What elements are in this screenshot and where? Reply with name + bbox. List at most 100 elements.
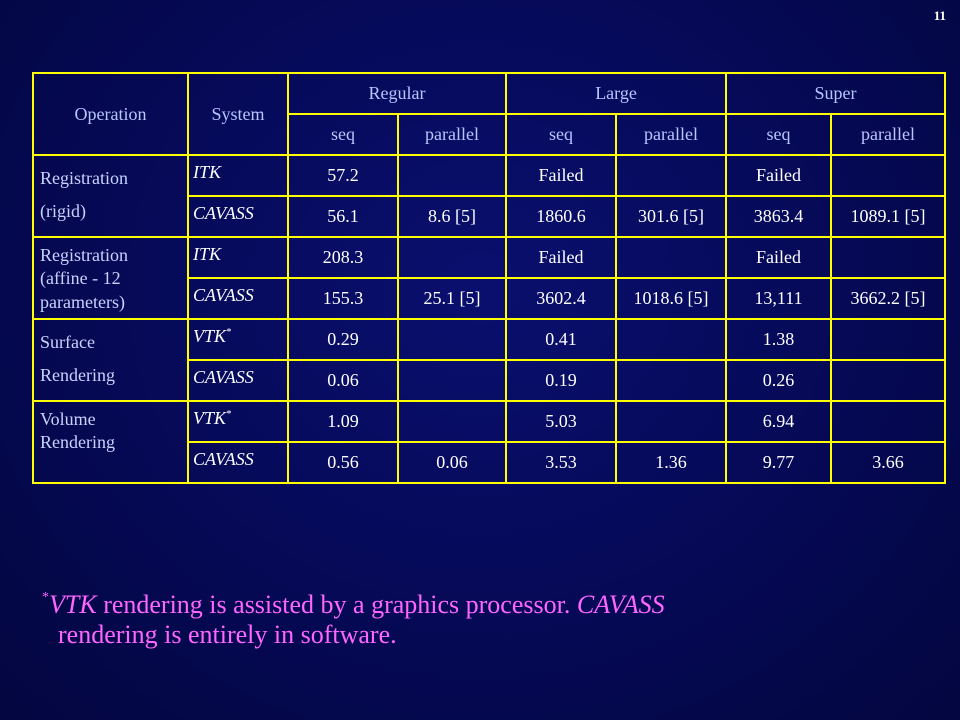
operation-cell-volume-rendering: Volume Rendering (32, 400, 189, 484)
value-cell: 8.6 [5] (396, 195, 508, 238)
value-cell (830, 154, 947, 197)
header-large-seq: seq (505, 113, 618, 156)
value-cell: 155.3 (287, 277, 399, 320)
footnote-marker: * (226, 409, 232, 420)
value-cell (396, 318, 508, 361)
header-large: Large (505, 72, 728, 115)
footnote: *VTK rendering is assisted by a graphics… (42, 590, 922, 650)
value-cell: 5.03 (505, 400, 618, 443)
footnote-star: * (42, 590, 49, 605)
system-cell: VTK* (187, 318, 289, 361)
operation-label: Volume (40, 409, 96, 429)
value-cell: 1.38 (725, 318, 833, 361)
system-cell: ITK (187, 236, 289, 279)
operation-cell-registration-affine: Registration (affine - 12 parameters) (32, 236, 189, 320)
header-regular: Regular (286, 72, 508, 115)
table-row: Registration (affine - 12 parameters) IT… (32, 236, 947, 320)
value-cell: 13,111 (725, 277, 833, 320)
value-cell: Failed (505, 154, 618, 197)
table-row: Surface Rendering VTK* 0.29 0.41 1.38 (32, 318, 947, 402)
operation-label: Registration (40, 168, 128, 188)
value-cell (830, 318, 947, 361)
operation-label: Registration (40, 245, 128, 265)
header-row-1: Operation System Regular Large Super (32, 72, 947, 156)
value-cell: 301.6 [5] (615, 195, 728, 238)
operation-label: (affine - 12 (40, 268, 121, 289)
table-row: CAVASS 0.06 0.19 0.26 (33, 359, 947, 402)
header-super: Super (725, 72, 947, 115)
header-large-parallel: parallel (615, 113, 728, 156)
operation-label: (rigid) (40, 201, 86, 222)
table-row: CAVASS 155.3 25.1 [5] 3602.4 1018.6 [5] … (33, 277, 947, 320)
header-operation: Operation (32, 72, 189, 156)
operation-cell-surface-rendering: Surface Rendering (32, 318, 189, 402)
value-cell: 1018.6 [5] (615, 277, 728, 320)
value-cell: 3863.4 (725, 195, 833, 238)
table-row: CAVASS 0.56 0.06 3.53 1.36 9.77 3.66 (33, 441, 947, 484)
system-label: VTK (193, 408, 227, 428)
system-cell: CAVASS (187, 277, 289, 320)
operation-cell-registration-rigid: Registration (rigid) (32, 154, 189, 238)
operation-label: parameters) (40, 291, 125, 312)
operation-label: Surface (40, 332, 95, 352)
value-cell: 57.2 (287, 154, 399, 197)
header-system: System (187, 72, 289, 156)
value-cell (615, 154, 728, 197)
system-cell: ITK (187, 154, 289, 197)
value-cell (615, 359, 728, 402)
header-super-parallel: parallel (830, 113, 947, 156)
footnote-text-1: rendering is assisted by a graphics proc… (96, 590, 577, 619)
system-cell: CAVASS (187, 359, 289, 402)
header-regular-parallel: parallel (396, 113, 508, 156)
value-cell: 0.19 (505, 359, 618, 402)
value-cell: 25.1 [5] (396, 277, 508, 320)
value-cell (615, 236, 728, 279)
value-cell (830, 236, 947, 279)
operation-label: Rendering (40, 432, 115, 453)
header-super-seq: seq (725, 113, 833, 156)
value-cell: 1.09 (287, 400, 399, 443)
value-cell (396, 400, 508, 443)
value-cell (615, 318, 728, 361)
value-cell (396, 154, 508, 197)
value-cell (396, 359, 508, 402)
value-cell: 1.36 (615, 441, 728, 484)
value-cell: 0.56 (287, 441, 399, 484)
footnote-text-2: rendering is entirely in software. (58, 619, 397, 649)
value-cell: 0.06 (287, 359, 399, 402)
value-cell: 0.06 (396, 441, 508, 484)
value-cell: Failed (725, 154, 833, 197)
footnote-vtk: VTK (49, 590, 97, 619)
performance-table: Operation System Regular Large Super seq… (32, 72, 947, 484)
system-label: VTK (193, 326, 227, 346)
value-cell: 3.66 (830, 441, 947, 484)
system-cell: CAVASS (187, 441, 289, 484)
value-cell: 1089.1 [5] (830, 195, 947, 238)
value-cell: Failed (725, 236, 833, 279)
value-cell: 0.41 (505, 318, 618, 361)
value-cell: 3.53 (505, 441, 618, 484)
value-cell (830, 400, 947, 443)
header-regular-seq: seq (287, 113, 399, 156)
value-cell: 0.29 (287, 318, 399, 361)
footnote-cavass: CAVASS (576, 590, 665, 619)
value-cell: 3602.4 (505, 277, 618, 320)
value-cell: 3662.2 [5] (830, 277, 947, 320)
value-cell: 208.3 (287, 236, 399, 279)
system-cell: VTK* (187, 400, 289, 443)
value-cell: 6.94 (725, 400, 833, 443)
table-row: Registration (rigid) ITK 57.2 Failed Fai… (32, 154, 947, 238)
slide-number: 11 (933, 8, 946, 23)
value-cell: 9.77 (725, 441, 833, 484)
table-row: CAVASS 56.1 8.6 [5] 1860.6 301.6 [5] 386… (33, 195, 947, 238)
value-cell (615, 400, 728, 443)
value-cell: 56.1 (287, 195, 399, 238)
table-row: Volume Rendering VTK* 1.09 5.03 6.94 (32, 400, 947, 484)
value-cell (396, 236, 508, 279)
value-cell (830, 359, 947, 402)
value-cell: Failed (505, 236, 618, 279)
operation-label: Rendering (40, 365, 115, 386)
system-cell: CAVASS (187, 195, 289, 238)
value-cell: 0.26 (725, 359, 833, 402)
header-row-2: seq parallel seq parallel seq parallel (33, 113, 947, 156)
